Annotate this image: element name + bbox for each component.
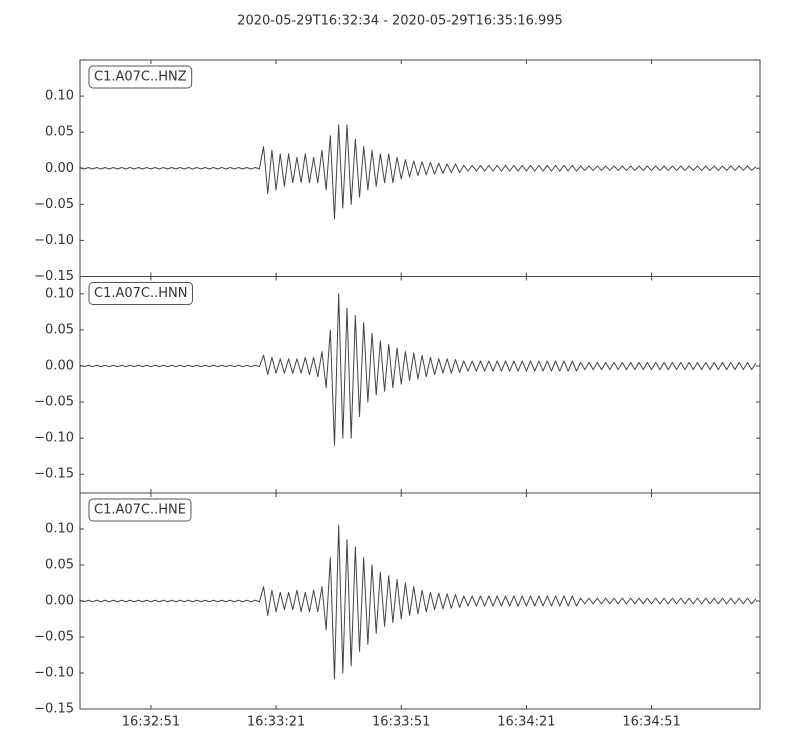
chart-title: 2020-05-29T16:32:34 - 2020-05-29T16:35:1… [237,14,563,29]
y-tick-label: 0.00 [45,594,74,609]
trace [79,524,757,680]
y-tick-label: 0.05 [45,558,74,573]
x-tick-label: 16:32:51 [122,715,180,730]
legend-box [88,65,193,89]
y-tick-label: −0.15 [34,702,74,717]
legend-label: C1.A07C..HNZ [94,70,187,85]
y-tick-label: 0.00 [45,161,74,176]
y-tick-label: −0.15 [34,269,74,284]
y-tick-label: 0.10 [45,286,74,301]
y-tick-label: −0.10 [34,666,74,681]
y-tick-label: 0.05 [45,125,74,140]
legend-box [88,498,192,522]
y-tick-label: 0.05 [45,322,74,337]
y-tick-label: −0.10 [34,431,74,446]
x-tick-label: 16:34:51 [622,715,680,730]
y-tick-label: 0.00 [45,358,74,373]
x-tick-label: 16:34:21 [497,715,555,730]
y-tick-label: −0.05 [34,630,74,645]
y-tick-label: −0.05 [34,395,74,410]
legend-box [88,282,193,305]
trace [79,124,757,220]
x-tick-label: 16:33:21 [247,715,305,730]
trace [79,293,757,446]
panel-frame [79,276,761,494]
y-tick-label: −0.05 [34,197,74,212]
legend-label: C1.A07C..HNN [94,286,187,301]
y-tick-label: −0.10 [34,233,74,248]
legend-label: C1.A07C..HNE [94,503,186,518]
panel-frame [79,492,761,710]
y-tick-label: 0.10 [45,522,74,537]
y-tick-label: −0.15 [34,467,74,482]
y-tick-label: 0.10 [45,89,74,104]
x-tick-label: 16:33:51 [372,715,430,730]
